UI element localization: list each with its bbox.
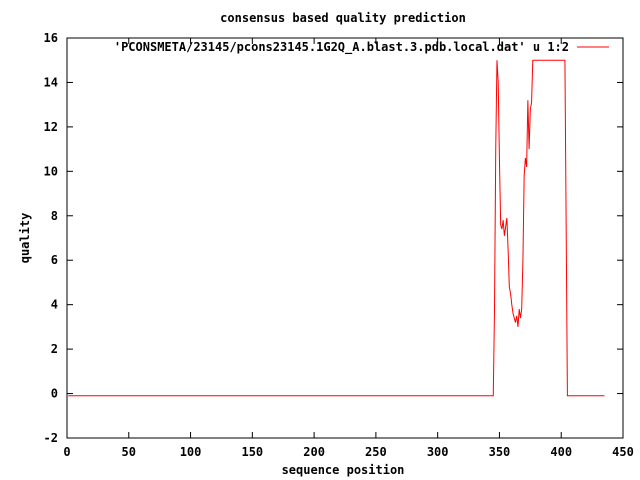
x-tick-label-3: 150 (241, 445, 263, 459)
chart-title: consensus based quality prediction (220, 11, 466, 25)
x-tick-label-6: 300 (427, 445, 449, 459)
y-tick-label-4: 6 (51, 253, 58, 267)
plot-frame (66, 37, 624, 439)
x-tick-label-5: 250 (365, 445, 387, 459)
y-tick-label-1: 0 (51, 387, 58, 401)
x-tick-label-8: 400 (550, 445, 572, 459)
x-tick-label-2: 100 (180, 445, 202, 459)
y-tick-label-0: -2 (44, 431, 58, 445)
series-layer (68, 59, 605, 397)
legend-label: 'PCONSMETA/23145/pcons23145.1G2Q_A.blast… (114, 40, 569, 55)
y-tick-label-9: 16 (44, 31, 58, 45)
y-tick-label-2: 2 (51, 342, 58, 356)
y-tick-label-8: 14 (44, 75, 58, 89)
y-axis-label: quality (18, 213, 32, 264)
legend: 'PCONSMETA/23145/pcons23145.1G2Q_A.blast… (114, 40, 609, 55)
x-axis-label: sequence position (282, 463, 405, 477)
axis-ticks: 0 50 100 150 200 250 300 350 400 450 -2 0 2 4 6 8 10 12 14… (44, 31, 634, 459)
y-tick-label-3: 4 (51, 298, 58, 312)
y-tick-label-6: 10 (44, 164, 58, 178)
x-tick-label-1: 50 (122, 445, 136, 459)
series-line-0 (68, 59, 605, 397)
x-tick-label-0: 0 (63, 445, 70, 459)
x-tick-label-4: 200 (303, 445, 325, 459)
y-tick-label-7: 12 (44, 120, 58, 134)
y-tick-label-5: 8 (51, 209, 58, 223)
x-tick-label-7: 350 (489, 445, 511, 459)
x-tick-label-9: 450 (612, 445, 634, 459)
